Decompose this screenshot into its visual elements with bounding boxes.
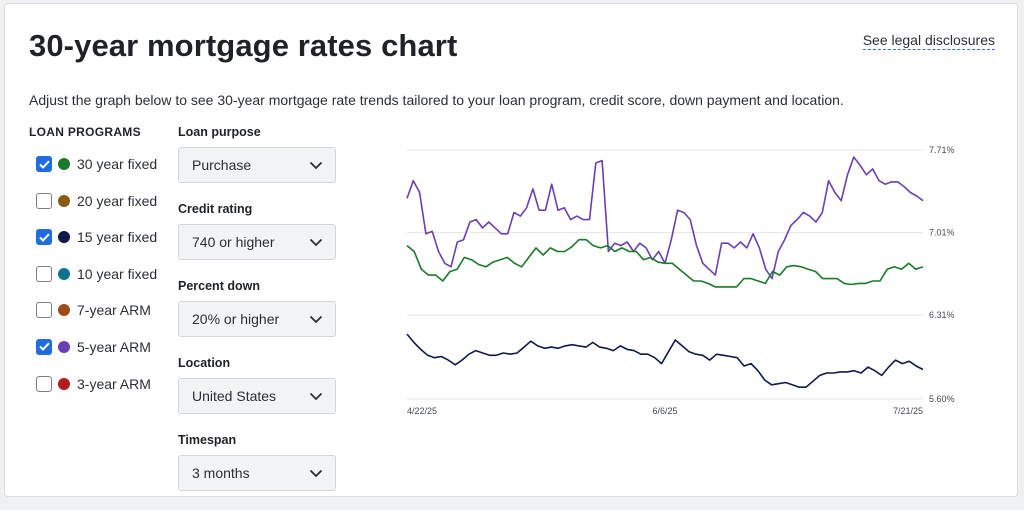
series-color-dot bbox=[58, 340, 70, 353]
percent-down-label: Percent down bbox=[178, 279, 260, 293]
loan-program-label: 5-year ARM bbox=[77, 338, 151, 355]
loan-purpose-label: Loan purpose bbox=[178, 125, 261, 139]
x-tick-label: 6/6/25 bbox=[652, 406, 677, 416]
loan-program-label: 7-year ARM bbox=[77, 302, 151, 319]
checkbox[interactable] bbox=[36, 156, 52, 172]
checkbox[interactable] bbox=[36, 229, 52, 246]
checkmark-icon bbox=[38, 160, 50, 169]
loan-program-5-year-arm[interactable]: 5-year ARM bbox=[29, 336, 169, 358]
series-color-dot bbox=[58, 377, 70, 390]
checkbox[interactable] bbox=[36, 375, 52, 392]
credit-rating-value: 740 or higher bbox=[192, 234, 275, 250]
loan-program-30-year-fixed[interactable]: 30 year fixed bbox=[29, 153, 169, 175]
loan-program-label: 3-year ARM bbox=[77, 375, 151, 392]
location-label: Location bbox=[178, 356, 231, 370]
rates-card: 30-year mortgage rates chart See legal d… bbox=[4, 3, 1018, 497]
series-color-dot bbox=[58, 304, 70, 317]
loan-program-label: 20 year fixed bbox=[77, 192, 158, 209]
chevron-down-icon bbox=[309, 392, 323, 400]
chevron-down-icon bbox=[309, 238, 323, 246]
checkbox[interactable] bbox=[36, 338, 52, 355]
y-tick-label: 6.31% bbox=[929, 310, 955, 320]
chart-svg: 7.71% 7.01% 6.31% 5.60% 4/22/25 6/6/25 7/21/25 bbox=[406, 145, 955, 416]
series-color-dot bbox=[58, 267, 70, 280]
rates-line-chart: 7.71% 7.01% 6.31% 5.60% 4/22/25 6/6/25 7/21/25 bbox=[377, 132, 967, 422]
loan-program-label: 15 year fixed bbox=[77, 229, 158, 246]
checkmark-icon bbox=[38, 233, 50, 242]
credit-rating-label: Credit rating bbox=[178, 202, 253, 216]
percent-down-value: 20% or higher bbox=[192, 311, 280, 327]
filters-panel: Loan purpose Purchase Credit rating 740 … bbox=[178, 125, 338, 510]
loan-program-3-year-arm[interactable]: 3-year ARM bbox=[29, 373, 169, 395]
percent-down-select[interactable]: 20% or higher bbox=[178, 301, 336, 337]
series-line-15-year-fixed bbox=[406, 333, 924, 388]
credit-rating-select[interactable]: 740 or higher bbox=[178, 224, 336, 260]
loan-program-7-year-arm[interactable]: 7-year ARM bbox=[29, 299, 169, 321]
x-tick-label: 7/21/25 bbox=[893, 406, 923, 416]
legal-disclosures-link[interactable]: See legal disclosures bbox=[862, 32, 995, 50]
checkmark-icon bbox=[38, 342, 50, 352]
timespan-select[interactable]: 3 months bbox=[178, 455, 336, 491]
loan-programs-header: LOAN PROGRAMS bbox=[29, 125, 141, 139]
loan-program-10-year-fixed[interactable]: 10 year fixed bbox=[29, 263, 169, 285]
checkbox[interactable] bbox=[36, 302, 52, 319]
chevron-down-icon bbox=[309, 315, 323, 323]
location-value: United States bbox=[192, 388, 277, 404]
page-title: 30-year mortgage rates chart bbox=[29, 28, 458, 63]
series-line-5-year-arm bbox=[406, 156, 924, 280]
loan-purpose-value: Purchase bbox=[192, 157, 252, 173]
chevron-down-icon bbox=[309, 161, 323, 169]
series-color-dot bbox=[58, 231, 70, 244]
timespan-value: 3 months bbox=[192, 465, 250, 481]
series-color-dot bbox=[58, 194, 70, 207]
y-tick-label: 7.01% bbox=[929, 228, 955, 238]
checkbox[interactable] bbox=[36, 192, 52, 209]
loan-program-15-year-fixed[interactable]: 15 year fixed bbox=[29, 226, 169, 248]
x-tick-label: 4/22/25 bbox=[407, 406, 437, 416]
series-color-dot bbox=[58, 158, 70, 170]
loan-program-20-year-fixed[interactable]: 20 year fixed bbox=[29, 190, 169, 212]
loan-purpose-select[interactable]: Purchase bbox=[178, 147, 336, 183]
y-tick-label: 7.71% bbox=[929, 145, 955, 155]
checkbox[interactable] bbox=[36, 265, 52, 282]
y-tick-label: 5.60% bbox=[929, 394, 955, 404]
chevron-down-icon bbox=[309, 469, 323, 477]
loan-program-label: 10 year fixed bbox=[77, 265, 158, 282]
series-line-30-year-fixed bbox=[406, 238, 924, 288]
timespan-label: Timespan bbox=[178, 433, 237, 447]
loan-programs-panel: LOAN PROGRAMS 30 year fixed 20 year fixed… bbox=[29, 125, 169, 409]
page-subtitle: Adjust the graph below to see 30-year mo… bbox=[29, 92, 844, 108]
location-select[interactable]: United States bbox=[178, 378, 336, 414]
loan-program-label: 30 year fixed bbox=[77, 156, 158, 172]
